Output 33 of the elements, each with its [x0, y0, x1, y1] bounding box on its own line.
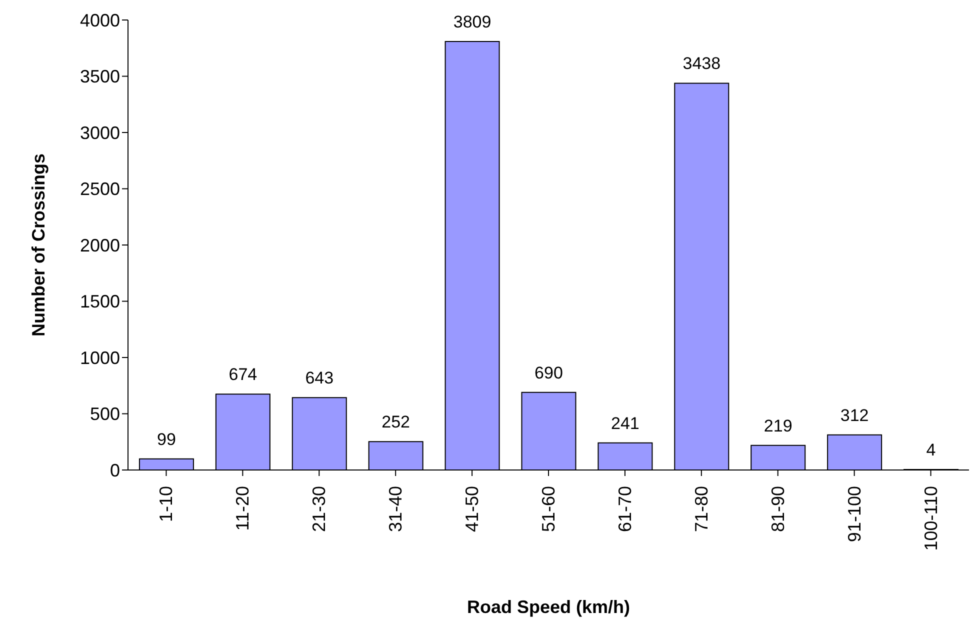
data-label: 4	[926, 440, 936, 460]
y-tick-label: 500	[90, 404, 120, 424]
y-tick-label: 3000	[80, 122, 120, 143]
x-tick-label: 51-60	[538, 486, 558, 532]
y-tick-label: 3500	[80, 66, 120, 87]
data-label: 690	[534, 363, 563, 382]
y-tick-label: 4000	[80, 10, 120, 30]
data-label: 312	[840, 406, 869, 425]
data-label: 241	[611, 414, 640, 433]
x-tick-label: 11-20	[232, 486, 253, 531]
y-tick-label: 2500	[80, 179, 120, 200]
y-tick-label: 0	[110, 460, 120, 480]
y-tick-label: 2000	[80, 235, 120, 256]
x-tick-label: 1-10	[156, 486, 176, 522]
data-label: 252	[382, 412, 410, 432]
x-tick-label: 100-110	[920, 486, 941, 551]
x-tick-label: 91-100	[844, 486, 864, 542]
y-tick-label: 1500	[80, 292, 120, 312]
data-label: 99	[157, 430, 176, 449]
x-tick-label: 81-90	[768, 486, 788, 532]
data-label: 219	[764, 416, 792, 436]
data-label: 3809	[453, 12, 492, 32]
x-tick-label: 21-30	[309, 486, 330, 532]
x-tick-label: 61-70	[614, 486, 635, 532]
x-tick-label: 41-50	[462, 486, 482, 532]
data-label: 3438	[682, 54, 721, 74]
x-axis-title: Road Speed (km/h)	[466, 596, 630, 617]
data-label: 643	[305, 368, 334, 388]
data-label: 674	[228, 365, 258, 384]
x-tick-label: 31-40	[386, 486, 406, 532]
y-axis-title: Number of Crossings	[28, 153, 48, 337]
y-tick-label: 1000	[80, 348, 120, 368]
x-tick-label: 71-80	[691, 486, 712, 532]
